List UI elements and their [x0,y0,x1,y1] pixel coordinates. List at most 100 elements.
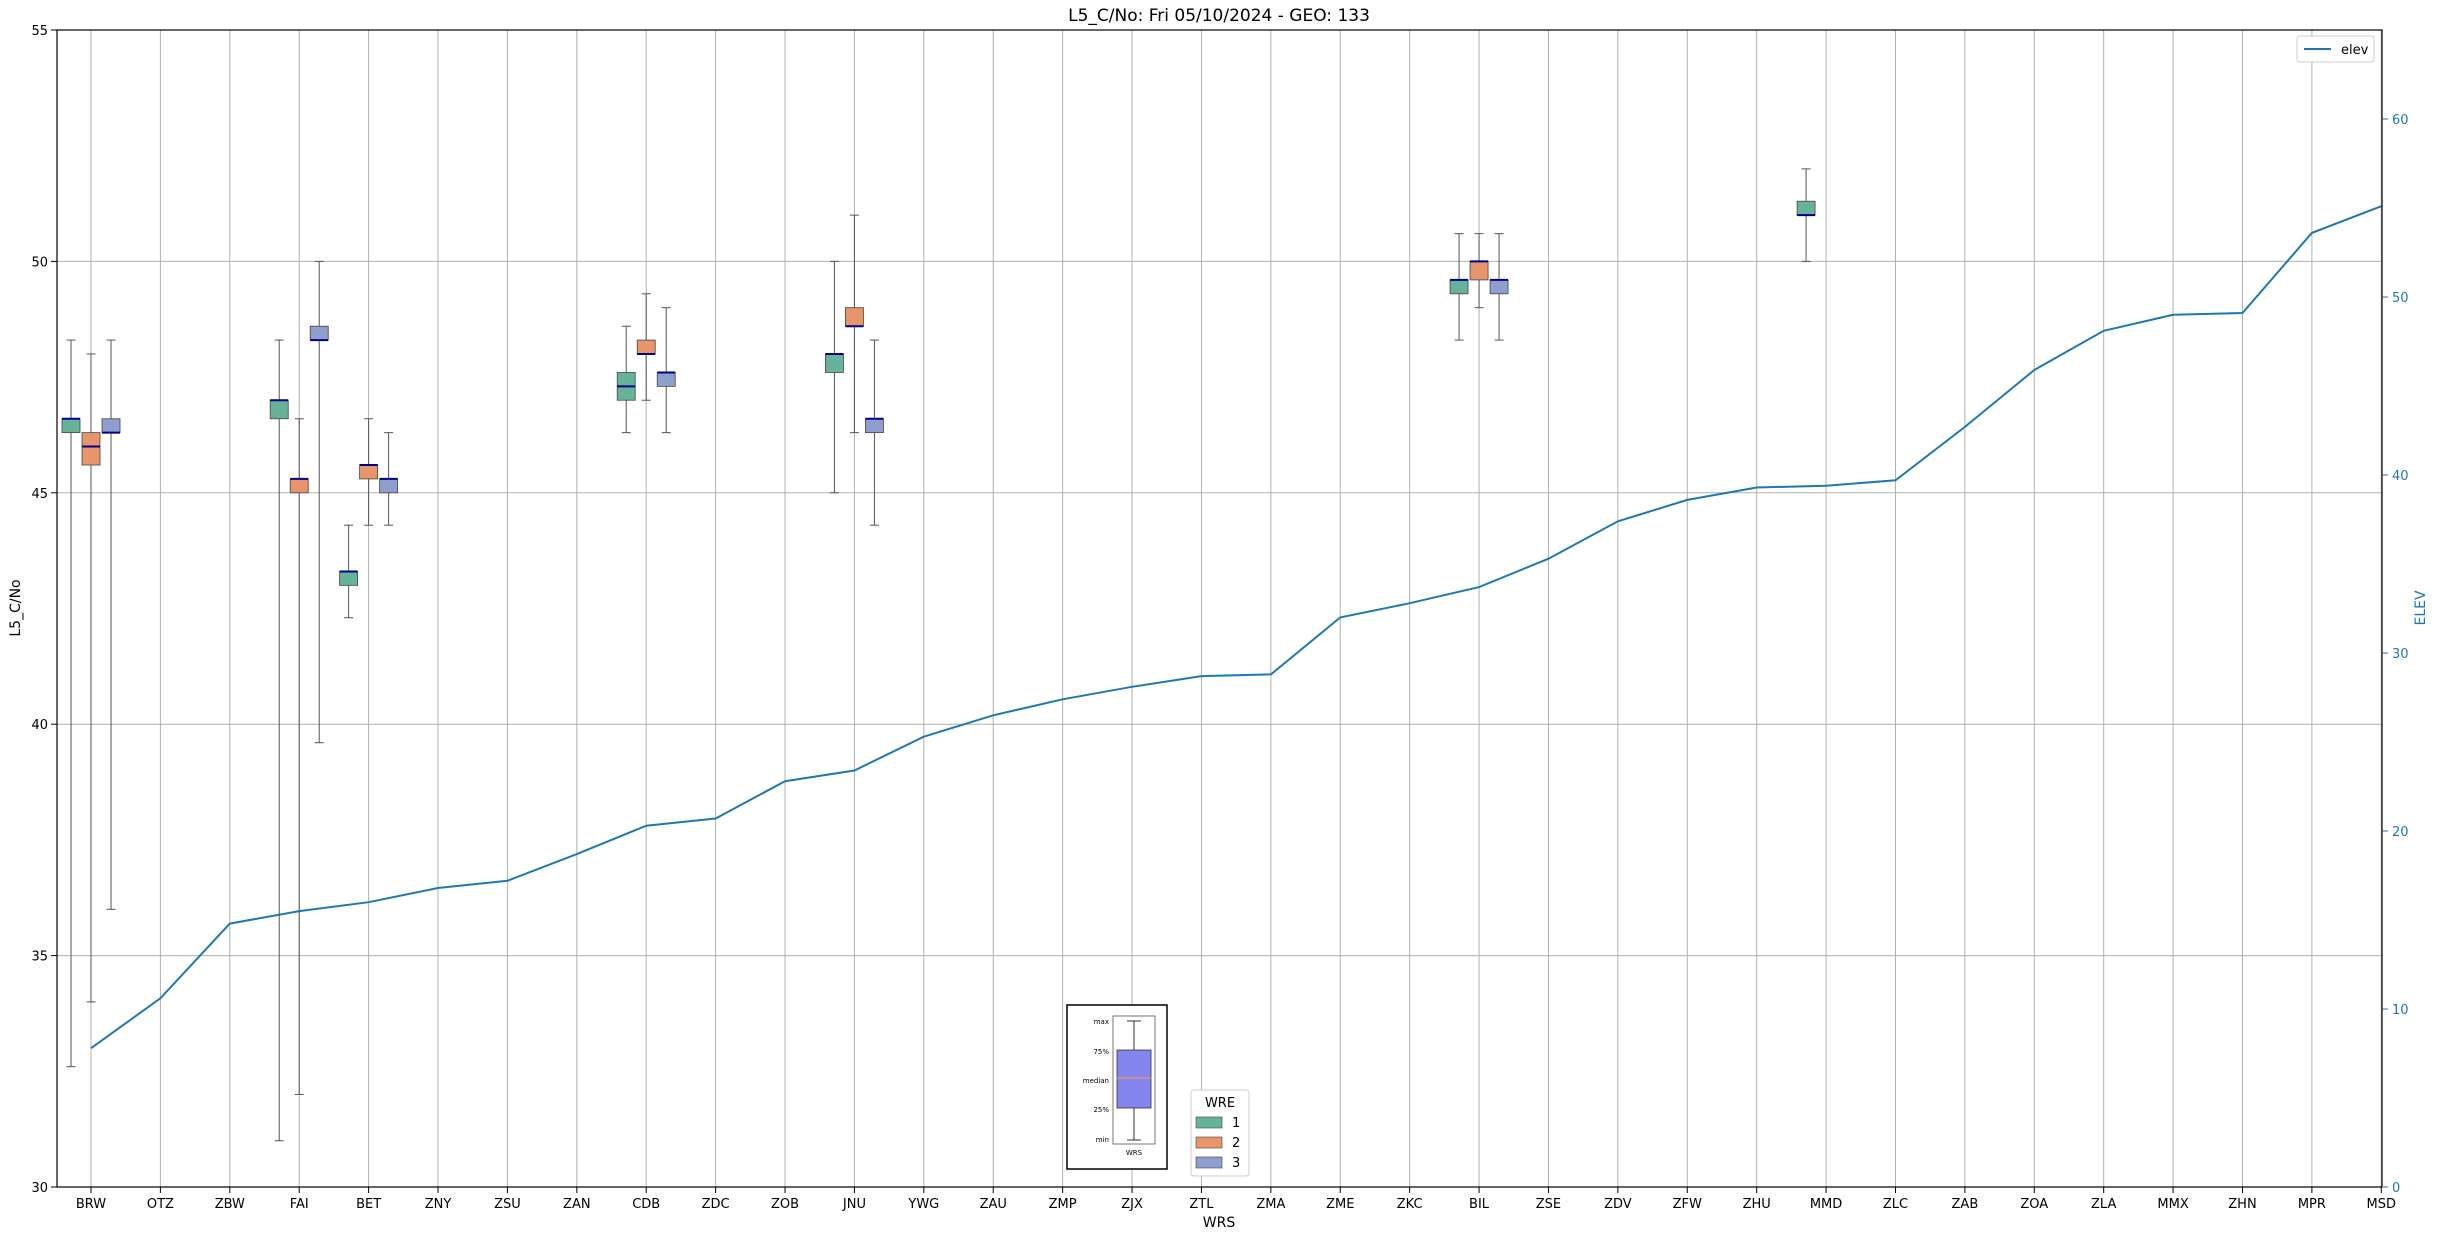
key-box [1116,1049,1152,1109]
box-JNU-3 [865,339,884,526]
box-FAI-1 [269,339,289,1142]
box-legend-title: WRE [1205,1096,1235,1111]
y-tick-label: 40 [31,718,48,733]
x-tick-label: ZNY [425,1197,452,1212]
key-label-max: max [1094,1018,1109,1026]
y-tick-label: 35 [31,950,48,965]
box-FAI-3 [309,260,329,744]
line-legend-label: elev [2341,43,2369,58]
x-tick-label: MMD [1810,1197,1842,1212]
x-tick-label: ZAN [563,1197,591,1212]
x-tick-label: FAI [290,1197,309,1212]
box-BIL-1 [1449,233,1469,341]
box-legend-swatch [1195,1116,1223,1129]
iqr-box [61,418,81,434]
iqr-box [1489,279,1509,295]
x-tick-label: ZHN [2228,1197,2256,1212]
x-axis-label: WRS [1203,1215,1236,1231]
iqr-box [379,478,399,494]
y2-tick-label: 0 [2392,1181,2400,1196]
box-CDB-3 [656,307,676,434]
box-legend: WRE 1 2 3 [1190,1089,1250,1177]
iqr-box [1469,260,1489,281]
box-legend-items: 1 2 3 [1195,1116,1240,1171]
y2-axis-label: ELEV [2413,590,2429,625]
x-tick-label: OTZ [147,1197,174,1212]
x-tick-label: ZFW [1673,1197,1702,1212]
x-tick-label: ZLA [2091,1197,2116,1212]
iqr-box [656,372,676,387]
x-tick-label: ZSU [494,1197,521,1212]
x-tick-label: ZTL [1189,1197,1214,1212]
box-CDB-2 [636,293,656,401]
x-tick-label: BIL [1469,1197,1490,1212]
x-tick-label: ZJX [1121,1197,1143,1212]
axes: BRW OTZ ZBW FAI BET ZNY ZSU ZAN CDB ZDC ZOB JNU YWG Z… [31,24,2408,1212]
x-tick-label: ZMP [1049,1197,1077,1212]
box-JNU-2 [845,214,864,434]
key-label-q1: 25% [1093,1106,1109,1114]
elevation-line-layer [90,205,2382,1050]
x-tick-label: ZBW [215,1197,245,1212]
box-BRW-3 [101,339,121,910]
y2-tick-label: 30 [2392,647,2409,662]
x-tick-label: ZDV [1604,1197,1632,1212]
iqr-box [81,432,101,466]
y2-tick-label: 10 [2392,1003,2409,1018]
box-BIL-2 [1469,233,1489,309]
y2-tick-label: 40 [2392,469,2409,484]
box-legend-label: 3 [1232,1156,1240,1171]
key-inset-axes [1112,1015,1156,1145]
x-tick-label: MMX [2157,1197,2188,1212]
x-tick-label: BET [356,1197,381,1212]
x-tick-label: CDB [632,1197,660,1212]
y-tick-label: 50 [31,255,48,270]
x-tick-label: ZOA [2020,1197,2048,1212]
box-BRW-1 [61,339,81,1068]
box-BET-2 [359,418,379,526]
x-tick-label: BRW [76,1197,106,1212]
box-BET-1 [339,524,359,619]
iqr-box [101,418,121,434]
iqr-box [269,399,289,420]
boxplot-key-inset: max 75% median 25% min WRS [1066,1004,1168,1170]
x-tick-label: JNU [842,1197,866,1212]
iqr-box [309,325,329,341]
x-tick-label: ZSE [1536,1197,1561,1212]
y2-tick-label: 20 [2392,825,2409,840]
line-legend: elev [2296,35,2375,63]
iqr-box [636,339,656,355]
x-tick-label: ZLC [1883,1197,1908,1212]
iqr-box [845,307,864,327]
x-tick-label: ZMA [1256,1197,1285,1212]
y2-tick-label: 50 [2392,291,2409,306]
x-tick-label: ZDC [702,1197,730,1212]
box-CDB-1 [616,325,636,434]
x-tick-label: ZKC [1397,1197,1423,1212]
iqr-box [865,418,884,434]
box-legend-frame [1190,1089,1250,1177]
y2-tick-label: 60 [2392,113,2409,128]
box-MMD-1 [1796,168,1816,262]
chart-title: L5_C/No: Fri 05/10/2024 - GEO: 133 [1068,6,1370,26]
iqr-box [289,478,309,494]
x-tick-label: MSD [2367,1197,2396,1212]
box-legend-swatch [1195,1156,1223,1169]
box-JNU-1 [825,260,844,494]
y-axis-label: L5_C/No [8,579,24,636]
iqr-box [1796,200,1816,216]
iqr-box [825,353,844,373]
box-FAI-2 [289,418,309,1095]
line-legend-box [2296,35,2375,63]
key-x-label: WRS [1126,1149,1143,1157]
box-legend-label: 1 [1232,1116,1240,1131]
key-label-median: median [1083,1077,1109,1085]
iqr-box [1449,279,1469,295]
x-tick-label: ZAB [1952,1197,1979,1212]
key-label-min: min [1096,1136,1109,1144]
box-BIL-3 [1489,233,1509,341]
box-BET-3 [379,432,399,526]
